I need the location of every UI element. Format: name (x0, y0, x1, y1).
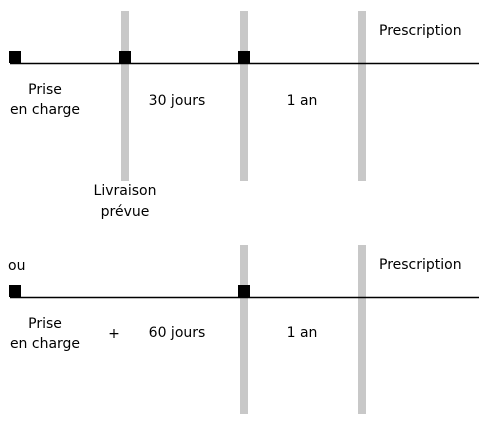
top-period-1-year: 1 an (287, 93, 318, 109)
bottom-start-label-line2: en charge (10, 336, 80, 352)
top-separator-30-days (240, 11, 248, 181)
bottom-timeline: ou Prescription Prise en charge + 60 jou… (8, 245, 479, 414)
bottom-separator-prescription (358, 245, 366, 414)
top-period-30-days: 30 jours (149, 93, 206, 109)
top-timeline: Prescription Prise en charge 30 jours 1 … (9, 11, 479, 220)
bottom-start-label-line1: Prise (28, 316, 62, 332)
bottom-prescription-label: Prescription (379, 257, 462, 273)
bottom-period-60-days: 60 jours (149, 325, 206, 341)
top-marker-30-days (238, 51, 250, 63)
bottom-marker-60-days (238, 285, 250, 297)
top-separator-delivery (121, 11, 129, 181)
top-delivery-label-line1: Livraison (94, 183, 157, 199)
top-start-label-line1: Prise (28, 82, 62, 98)
top-marker-delivery (119, 51, 131, 63)
bottom-marker-start (9, 285, 21, 297)
bottom-period-1-year: 1 an (287, 325, 318, 341)
top-marker-start (9, 51, 21, 63)
bottom-plus-sign: + (108, 326, 120, 342)
top-start-label-line2: en charge (10, 102, 80, 118)
bottom-separator-60-days (240, 245, 248, 414)
bottom-alt-label: ou (8, 258, 25, 274)
top-prescription-label: Prescription (379, 23, 462, 39)
top-delivery-label-line2: prévue (101, 204, 150, 220)
top-separator-prescription (358, 11, 366, 181)
